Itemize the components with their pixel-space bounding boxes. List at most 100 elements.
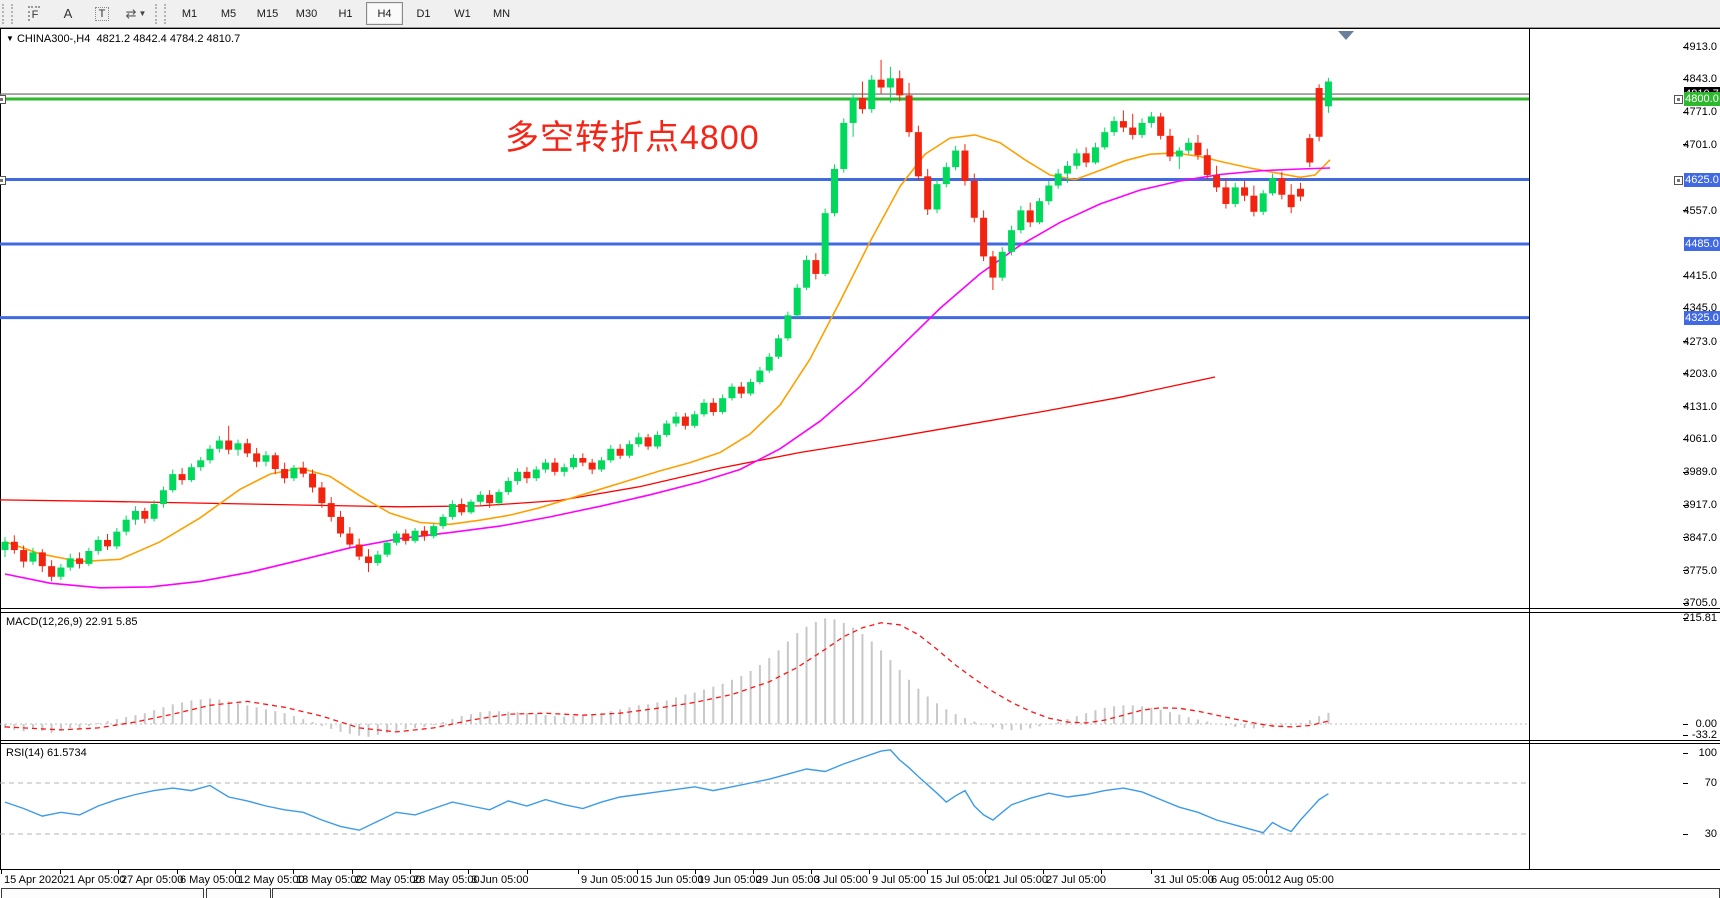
candle — [355, 544, 363, 557]
time-tick-label: 6 Aug 05:00 — [1211, 874, 1270, 886]
text-label-button[interactable]: T — [86, 3, 118, 25]
candle — [747, 382, 755, 394]
candle — [952, 150, 960, 168]
candle — [467, 501, 475, 513]
tf-button-mn[interactable]: MN — [492, 7, 511, 20]
tf-button-m5[interactable]: M5 — [220, 7, 237, 20]
candle — [327, 503, 335, 517]
price-tick-mark — [1683, 537, 1688, 539]
time-tick-label: 19 Jun 05:00 — [698, 874, 762, 886]
candle — [709, 402, 717, 412]
candle — [1185, 142, 1193, 151]
candle — [66, 558, 74, 568]
line-handle[interactable] — [1674, 95, 1683, 104]
time-tick-label: 9 Jul 05:00 — [872, 874, 926, 886]
candle — [989, 256, 997, 278]
rsi-tick-mark — [1683, 782, 1688, 784]
chart-shift-marker-icon[interactable] — [1338, 31, 1354, 40]
scrollbar-segment[interactable] — [206, 888, 271, 898]
time-tick-mark — [985, 869, 986, 874]
candle — [635, 437, 643, 445]
time-tick-label: 27 Jul 05:00 — [1046, 874, 1106, 886]
price-tick-mark — [1683, 111, 1688, 113]
price-tick-mark — [1683, 275, 1688, 277]
toolbar-grip-2[interactable] — [155, 3, 166, 24]
time-tick-mark — [60, 869, 61, 874]
price-tick-mark — [1683, 373, 1688, 375]
tf-button-m30[interactable]: M30 — [295, 7, 318, 20]
tf-button-m15[interactable]: M15 — [256, 7, 279, 20]
price-tick-mark — [1683, 438, 1688, 440]
price-tick-label: 4843.0 — [1683, 73, 1717, 86]
scrollbar-segment[interactable] — [1, 888, 204, 898]
candle — [225, 440, 233, 450]
candle — [821, 213, 829, 274]
arrow-tool-button[interactable]: A — [52, 3, 84, 25]
candle — [868, 79, 876, 110]
candle — [700, 402, 708, 415]
toolbar-grip[interactable] — [2, 3, 13, 24]
arrow-objects-button[interactable]: ⇄ ▼ — [120, 3, 152, 25]
f-tool-button[interactable]: F — [18, 3, 50, 25]
tf-button-d1[interactable]: D1 — [416, 7, 431, 20]
candle — [290, 467, 298, 479]
candle — [542, 462, 550, 470]
price-line-label-4325: 4325.0 — [1684, 310, 1720, 325]
tf-button-m1[interactable]: M1 — [181, 7, 198, 20]
candle — [504, 481, 512, 493]
candle — [57, 567, 65, 577]
candle — [243, 443, 251, 454]
candle — [458, 504, 466, 513]
time-tick-mark — [1, 869, 2, 874]
candle — [1278, 178, 1286, 195]
candle — [588, 462, 596, 470]
candle — [38, 552, 46, 567]
rsi-tick-label: 70 — [1704, 777, 1717, 789]
time-tick-label: 9 Jun 05:00 — [581, 874, 639, 886]
rsi-tick-label: 100 — [1698, 747, 1717, 759]
candle — [803, 260, 811, 288]
chart-annotation-text[interactable]: 多空转折点4800 — [505, 119, 760, 157]
line-handle[interactable] — [0, 95, 6, 104]
time-tick-mark — [869, 869, 870, 874]
time-tick-label: 29 Jun 05:00 — [756, 874, 820, 886]
time-tick-label: 28 May 05:00 — [413, 874, 480, 886]
candle — [94, 539, 102, 551]
candle — [579, 458, 587, 463]
candle — [756, 370, 764, 383]
macd-tick-mark — [1683, 723, 1688, 725]
candle — [1166, 135, 1174, 157]
time-tick-mark — [1266, 869, 1267, 874]
candle — [206, 448, 214, 461]
candle — [1045, 185, 1053, 202]
candle — [1296, 188, 1304, 197]
text-label-icon: T — [94, 6, 110, 21]
candle — [20, 550, 28, 562]
candle — [318, 487, 326, 504]
tf-button-h1[interactable]: H1 — [338, 7, 353, 20]
line-handle[interactable] — [1674, 175, 1683, 185]
rsi-tick-mark — [1683, 752, 1688, 754]
f-tool-icon: F — [27, 6, 41, 21]
candle — [1008, 230, 1016, 252]
toolbar: F A T ⇄ ▼ M1 M5 M15 M30 H1 H4 D1 W1 MN — [0, 0, 1720, 28]
price-line-label-4800: 4800.0 — [1684, 92, 1720, 106]
candle — [1073, 153, 1081, 166]
scrollbar-thumb[interactable] — [272, 888, 1720, 898]
tf-button-w1[interactable]: W1 — [454, 7, 471, 20]
time-tick-mark — [1208, 869, 1209, 874]
line-handle[interactable] — [0, 175, 6, 185]
candle — [737, 386, 745, 394]
collapse-chart-icon[interactable]: ▼ — [6, 34, 14, 43]
time-tick-mark — [235, 869, 236, 874]
candle — [514, 471, 522, 482]
candle — [113, 531, 121, 547]
candle — [10, 541, 18, 551]
candle — [383, 542, 391, 555]
candle — [281, 469, 289, 479]
candle — [439, 516, 447, 527]
tf-button-h4[interactable]: H4 — [366, 2, 403, 25]
price-tick-label: 4771.0 — [1683, 106, 1717, 119]
time-tick-mark — [352, 869, 353, 874]
